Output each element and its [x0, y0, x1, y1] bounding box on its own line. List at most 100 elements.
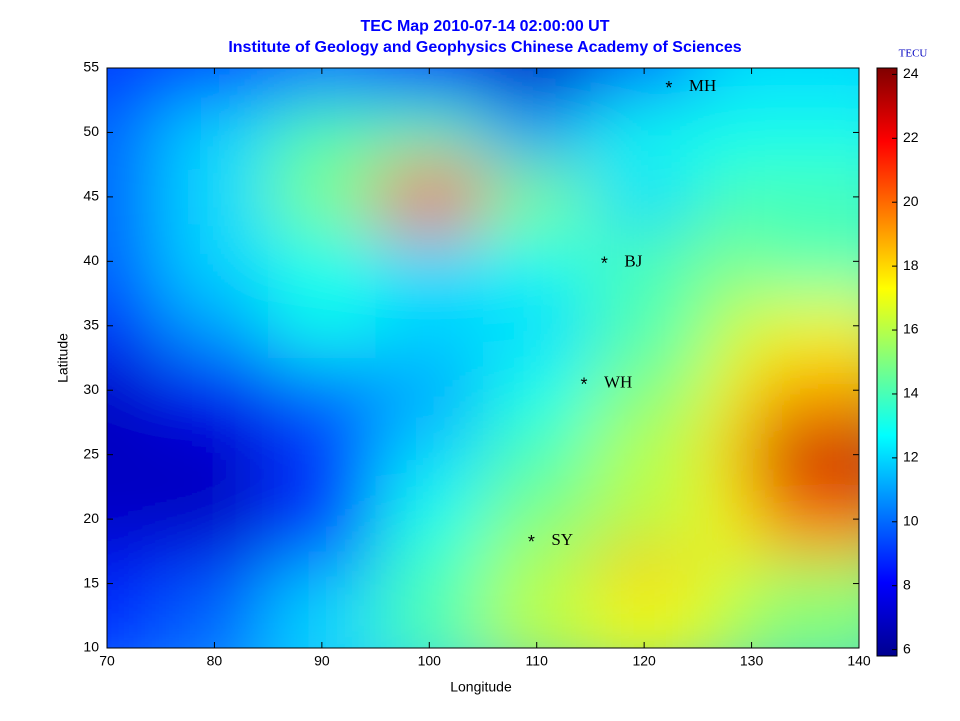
- heatmap-cell: [107, 358, 161, 423]
- heatmap-cell: [268, 100, 376, 165]
- heatmap-cell: [751, 293, 859, 358]
- heatmap-cell: [268, 422, 376, 487]
- heatmap-cell: [107, 68, 161, 101]
- heatmap-cell: [268, 293, 376, 358]
- heatmap-cell: [375, 100, 483, 165]
- heatmap-cell: [107, 422, 161, 487]
- chart-subtitle: Institute of Geology and Geophysics Chin…: [228, 39, 741, 56]
- heatmap-cell: [160, 164, 269, 230]
- heatmap-cell: [375, 486, 483, 552]
- heatmap-cell: [751, 100, 859, 165]
- heatmap-cell: [107, 486, 161, 552]
- colorbar-tick-label: 24: [903, 65, 919, 81]
- colorbar-tick-label: 10: [903, 512, 919, 528]
- heatmap-cell: [160, 293, 269, 358]
- heatmap-cell: [483, 100, 591, 165]
- heatmap-cell: [590, 229, 698, 294]
- x-tick-label: 140: [847, 653, 871, 669]
- heatmap-field: [107, 68, 859, 648]
- colorbar-tick-label: 8: [903, 576, 911, 592]
- heatmap-cell: [107, 164, 161, 230]
- plot-frame: [106, 67, 860, 649]
- heatmap-cell: [751, 68, 859, 101]
- heatmap-cell: [375, 229, 483, 294]
- heatmap-cell: [268, 486, 376, 552]
- colorbar: [876, 67, 898, 657]
- x-tick-label: 110: [526, 653, 549, 669]
- station-marker: *: [601, 253, 608, 273]
- y-tick-label: 25: [83, 445, 99, 461]
- y-tick-label: 20: [83, 510, 99, 526]
- colorbar-label: TECU: [899, 48, 928, 60]
- station-label: SY: [551, 530, 573, 549]
- station-marker: *: [580, 375, 587, 395]
- heatmap-cell: [268, 229, 376, 294]
- station-marker: *: [528, 532, 535, 552]
- heatmap-cell: [483, 486, 591, 552]
- colorbar-tick-label: 14: [903, 385, 919, 401]
- heatmap-cell: [483, 422, 591, 487]
- colorbar-tick-label: 12: [903, 449, 919, 465]
- heatmap-cell: [751, 164, 859, 230]
- heatmap-cell: [483, 583, 591, 648]
- y-tick-label: 55: [83, 59, 99, 75]
- heatmap-cell: [268, 358, 376, 423]
- colorbar-tick-label: 18: [903, 257, 919, 273]
- heatmap-cell: [590, 422, 698, 487]
- station-label: BJ: [624, 252, 642, 271]
- heatmap-cell: [160, 358, 269, 423]
- station-label: WH: [604, 373, 632, 392]
- colorbar-tick-label: 6: [903, 640, 911, 656]
- x-tick-label: 130: [740, 653, 764, 669]
- heatmap-cell: [160, 100, 269, 165]
- heatmap-cell: [375, 293, 483, 358]
- heatmap-cell: [751, 358, 859, 423]
- heatmap-cell: [375, 358, 483, 423]
- heatmap-cell: [751, 422, 859, 487]
- x-tick-label: 70: [99, 653, 115, 669]
- y-tick-label: 50: [83, 123, 99, 139]
- heatmap-cell: [590, 358, 698, 423]
- heatmap-cell: [375, 583, 483, 648]
- heatmap-cell: [751, 486, 859, 552]
- heatmap-cell: [160, 422, 269, 487]
- heatmap-cell: [483, 293, 591, 358]
- heatmap-cell: [483, 164, 591, 230]
- colorbar-tick-label: 16: [903, 321, 919, 337]
- plot-area: [107, 68, 859, 648]
- heatmap-cell: [751, 583, 859, 648]
- heatmap-cell: [483, 229, 591, 294]
- y-tick-label: 15: [83, 574, 99, 590]
- heatmap-cell: [268, 583, 376, 648]
- x-tick-label: 90: [314, 653, 330, 669]
- heatmap-cell: [483, 358, 591, 423]
- x-tick-label: 120: [632, 653, 656, 669]
- y-axis-label: Latitude: [55, 333, 71, 383]
- y-tick-label: 35: [83, 316, 99, 332]
- colorbar-tick-label: 22: [903, 129, 919, 145]
- heatmap-cell: [375, 422, 483, 487]
- heatmap-cell: [590, 100, 698, 165]
- heatmap-cell: [375, 164, 483, 230]
- heatmap-cell: [107, 583, 161, 648]
- heatmap-cell: [590, 486, 698, 552]
- heatmap-cell: [590, 293, 698, 358]
- heatmap-cell: [160, 583, 269, 648]
- heatmap-cell: [268, 164, 376, 230]
- x-tick-label: 100: [418, 653, 442, 669]
- chart-title: TEC Map 2010-07-14 02:00:00 UT: [361, 18, 610, 35]
- station-marker: *: [665, 78, 672, 98]
- heatmap-cell: [590, 583, 698, 648]
- heatmap-cell: [160, 486, 269, 552]
- heatmap-cell: [590, 164, 698, 230]
- heatmap-cell: [160, 229, 269, 294]
- y-tick-label: 30: [83, 381, 99, 397]
- x-axis-label: Longitude: [450, 679, 512, 695]
- colorbar-tick-label: 20: [903, 193, 919, 209]
- heatmap-cell: [107, 293, 161, 358]
- heatmap-cell: [751, 229, 859, 294]
- heatmap-cell: [107, 229, 161, 294]
- heatmap-cell: [107, 100, 161, 165]
- y-tick-label: 10: [83, 639, 99, 655]
